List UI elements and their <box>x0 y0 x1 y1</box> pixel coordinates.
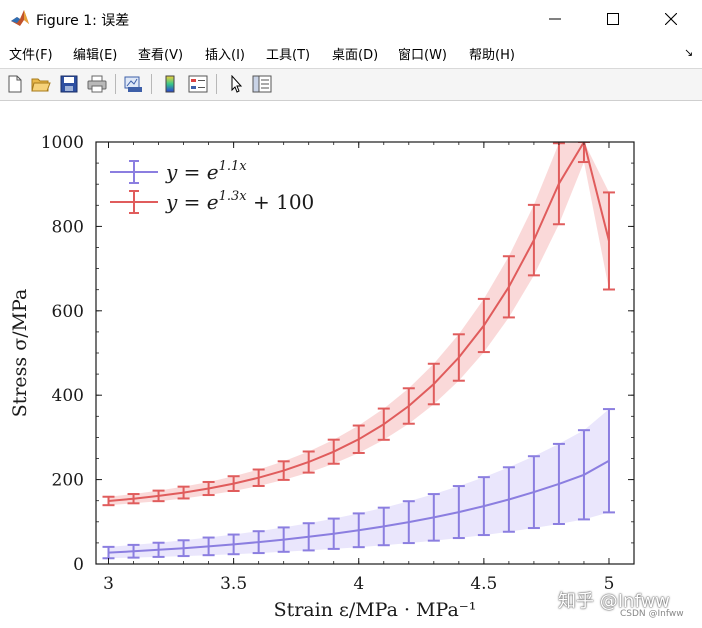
link-plot-button[interactable] <box>122 73 144 95</box>
tick-layer: 3 3.5 4 4.5 5 0 200 400 600 800 1000 <box>41 133 634 594</box>
toolbar-separator <box>216 74 217 94</box>
watermark: 知乎 @Infww <box>558 591 670 612</box>
x-tick-label: 3 <box>103 574 114 594</box>
menu-edit[interactable]: 编辑(E) <box>73 48 118 63</box>
link-plot-icon <box>124 76 142 92</box>
chart: 3 3.5 4 4.5 5 0 200 400 600 800 1000 Strain ε/MPa … <box>9 133 635 621</box>
save-button[interactable] <box>58 73 80 95</box>
x-tick-label: 3.5 <box>220 574 247 594</box>
series-line <box>108 142 610 502</box>
menu-desktop[interactable]: 桌面(D) <box>332 48 379 63</box>
legend-label-exponent: 1.1x <box>219 159 248 174</box>
legend-entry: y = e1.3x + 100 <box>110 189 314 214</box>
toolbar <box>0 69 702 101</box>
insert-legend-button[interactable] <box>187 73 209 95</box>
legend: y = e1.1x y = e1.3x + 100 <box>110 159 314 214</box>
window-title: Figure 1: 误差 <box>36 13 130 29</box>
menu-file[interactable]: 文件(F) <box>9 48 53 63</box>
x-tick-label: 4.5 <box>470 574 497 594</box>
menu-tools[interactable]: 工具(T) <box>266 48 311 63</box>
menu-bar: 文件(F) 编辑(E) 查看(V) 插入(I) 工具(T) 桌面(D) 窗口(W… <box>0 38 702 69</box>
menu-view[interactable]: 查看(V) <box>138 48 184 63</box>
watermark-sub: CSDN @Infww <box>620 609 684 619</box>
y-tick-label: 400 <box>52 386 84 406</box>
toolbar-separator <box>115 74 116 94</box>
new-figure-button[interactable] <box>4 73 26 95</box>
toolbar-separator <box>151 74 152 94</box>
series-line-layer <box>108 142 610 554</box>
save-icon <box>60 75 78 93</box>
matlab-logo-icon <box>10 8 30 28</box>
property-inspector-icon <box>252 75 272 93</box>
menu-help[interactable]: 帮助(H) <box>469 48 515 63</box>
property-inspector-button[interactable] <box>251 73 273 95</box>
y-axis-label: Stress σ/MPa <box>9 289 31 418</box>
y-tick-label: 600 <box>52 302 84 322</box>
insert-colorbar-button[interactable] <box>159 73 181 95</box>
legend-entry: y = e1.1x <box>110 159 247 184</box>
new-figure-icon <box>8 75 22 93</box>
menu-insert[interactable]: 插入(I) <box>205 48 245 63</box>
legend-label: y = e1.3x + 100 <box>165 189 314 214</box>
pointer-button[interactable] <box>225 73 247 95</box>
maximize-icon <box>607 13 619 25</box>
legend-label-tail: + 100 <box>247 190 315 214</box>
legend-label: y = e1.1x <box>165 159 247 184</box>
x-tick-label: 4 <box>353 574 364 594</box>
figure-canvas[interactable]: 3 3.5 4 4.5 5 0 200 400 600 800 1000 Strain ε/MPa … <box>0 101 702 628</box>
y-tick-label: 200 <box>52 471 84 491</box>
legend-label-base: y = e <box>165 190 219 214</box>
y-tick-label: 0 <box>73 555 84 575</box>
title-bar: Figure 1: 误差 <box>0 0 702 38</box>
insert-legend-icon <box>188 75 208 93</box>
x-tick-label: 5 <box>604 574 615 594</box>
legend-label-exponent: 1.3x <box>219 189 248 204</box>
print-icon <box>87 75 107 93</box>
y-tick-label: 800 <box>52 217 84 237</box>
minimize-icon <box>549 18 561 20</box>
open-file-icon <box>31 78 51 92</box>
open-file-button[interactable] <box>30 73 52 95</box>
close-button[interactable] <box>642 0 700 38</box>
series-line <box>108 459 610 554</box>
close-icon <box>665 13 677 25</box>
print-button[interactable] <box>86 73 108 95</box>
legend-label-base: y = e <box>165 160 219 184</box>
menu-window[interactable]: 窗口(W) <box>398 48 447 63</box>
pointer-icon <box>231 75 243 93</box>
y-tick-label: 1000 <box>41 133 84 153</box>
insert-colorbar-icon <box>165 75 175 93</box>
maximize-button[interactable] <box>584 0 642 38</box>
corner-arrow-icon[interactable]: ↘ <box>684 46 694 59</box>
x-axis-label: Strain ε/MPa · MPa⁻¹ <box>274 599 477 621</box>
minimize-button[interactable] <box>526 0 584 38</box>
